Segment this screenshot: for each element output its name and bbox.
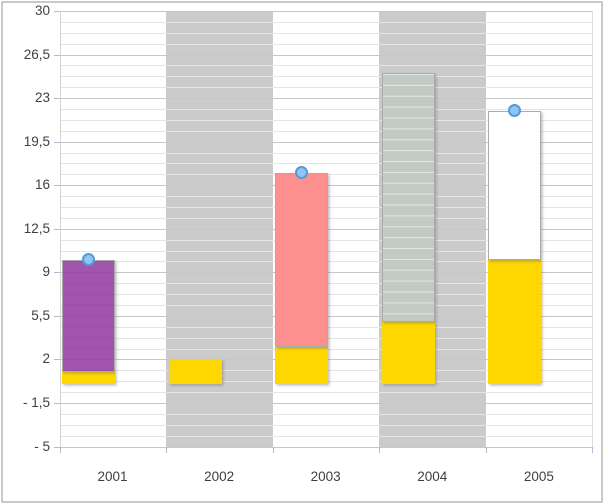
y-axis-line <box>59 11 61 447</box>
bar-segment-2005[interactable] <box>488 110 542 260</box>
x-category-label: 2004 <box>417 469 448 484</box>
marker-2003[interactable] <box>295 166 309 180</box>
x-axis-tick <box>59 446 61 453</box>
y-axis-tick <box>53 359 60 361</box>
gridline-minor <box>59 21 593 23</box>
y-tick-label: 23 <box>34 90 50 106</box>
gridline-minor <box>59 152 593 154</box>
bar-segment-2003[interactable] <box>275 172 329 347</box>
y-tick-label: 26,5 <box>23 46 50 62</box>
gridline-minor <box>59 424 593 426</box>
y-axis-tick <box>53 54 60 56</box>
x-category-label: 2002 <box>204 469 235 484</box>
gridline-major <box>59 402 593 404</box>
marker-2005[interactable] <box>508 104 522 118</box>
gridline-minor <box>59 130 593 132</box>
marker-2001[interactable] <box>82 253 95 267</box>
y-axis-tick <box>53 11 60 12</box>
x-axis-tick <box>272 446 274 453</box>
gridline-major <box>59 98 593 100</box>
gridline-minor <box>59 76 593 78</box>
gridline-minor <box>59 108 593 110</box>
bar-segment-2004[interactable] <box>381 73 435 323</box>
x-axis-tick <box>379 446 381 453</box>
gridline-major <box>59 141 593 143</box>
y-tick-label: 5,5 <box>31 307 50 323</box>
gridline-minor <box>59 163 593 165</box>
gridline-minor <box>59 413 593 415</box>
plot-right-edge <box>591 11 593 447</box>
y-tick-label: 2 <box>42 351 50 367</box>
x-axis-tick <box>166 446 168 453</box>
y-tick-label: 19,5 <box>23 133 50 149</box>
gridline-minor <box>59 65 593 67</box>
x-axis-tick <box>485 446 487 453</box>
y-axis-tick <box>53 402 60 404</box>
bar-base-2005[interactable] <box>488 259 542 385</box>
bar-base-2001[interactable] <box>62 371 115 385</box>
bar-base-2002[interactable] <box>168 359 222 385</box>
x-category-label: 2003 <box>310 469 341 484</box>
gridline-minor <box>59 32 593 34</box>
x-axis-tick <box>591 446 593 453</box>
bar-base-2004[interactable] <box>381 322 435 385</box>
y-tick-label: 9 <box>42 264 50 280</box>
gridline-major <box>59 54 593 56</box>
gridline-minor <box>59 392 593 394</box>
gridline-minor <box>59 87 593 89</box>
gridline-minor <box>59 119 593 121</box>
x-category-label: 2005 <box>523 469 554 484</box>
gridline-major <box>59 446 593 448</box>
gridline-minor <box>59 43 593 45</box>
y-tick-label: - 5 <box>34 438 50 454</box>
y-axis-tick <box>53 141 60 143</box>
plot-area <box>53 11 593 453</box>
y-axis-tick <box>53 228 60 230</box>
bar-base-2003[interactable] <box>275 346 329 385</box>
x-category-label: 2001 <box>97 469 128 484</box>
y-axis-tick <box>53 446 60 448</box>
bar-segment-2001[interactable] <box>62 259 115 372</box>
y-tick-label: 16 <box>34 177 50 193</box>
y-axis-tick <box>53 272 60 274</box>
y-axis-tick <box>53 98 60 100</box>
y-axis-tick <box>53 315 60 317</box>
y-axis-tick <box>53 185 60 187</box>
gridline-major <box>59 11 593 12</box>
y-tick-label: 12,5 <box>23 220 50 236</box>
y-tick-label: - 1,5 <box>22 394 50 410</box>
y-tick-label: 30 <box>34 3 50 18</box>
gridline-minor <box>59 435 593 437</box>
